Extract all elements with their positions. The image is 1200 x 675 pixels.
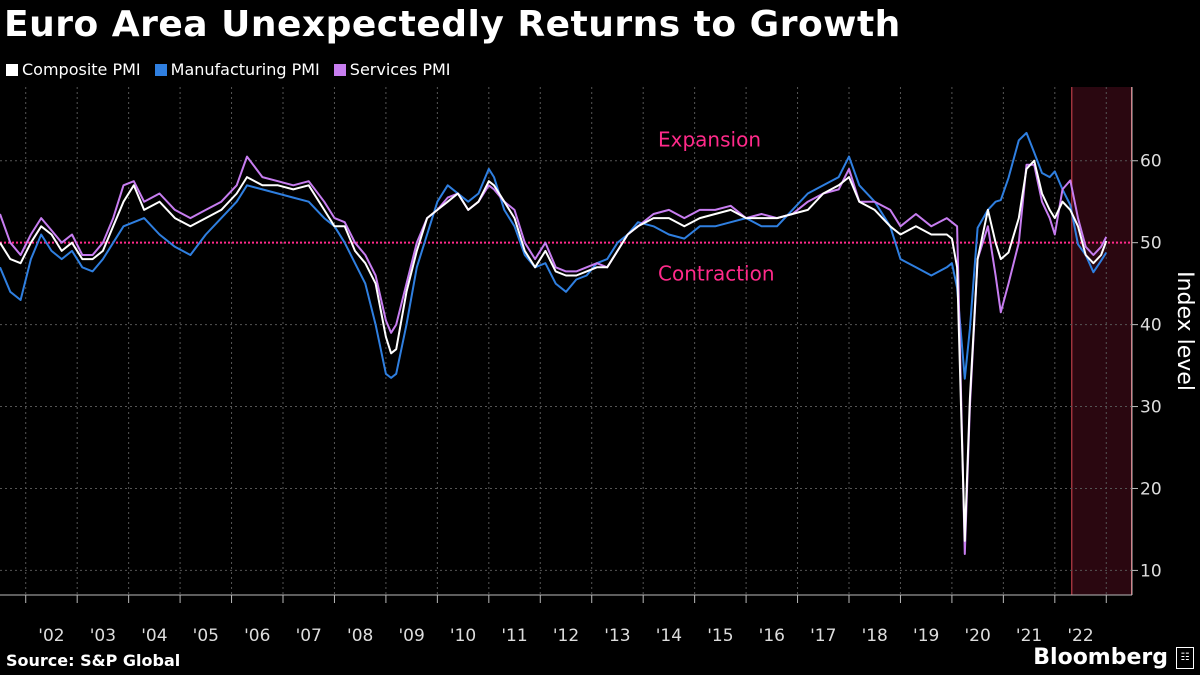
x-tick-label-2005: '05 — [193, 626, 219, 646]
legend-swatch-services — [333, 63, 346, 76]
x-tick-label-2016: '16 — [759, 626, 785, 646]
x-tick-label-2004: '04 — [141, 626, 167, 646]
brand-name: Bloomberg — [1033, 645, 1168, 670]
legend-swatch-manufacturing — [154, 63, 167, 76]
y-tick-label-30: 30 — [1140, 398, 1162, 418]
y-tick-label-10: 10 — [1140, 561, 1162, 581]
legend-item-manufacturing: Manufacturing PMI — [154, 60, 320, 79]
x-tick-label-2011: '11 — [501, 626, 527, 646]
x-tick-label-2002: '02 — [38, 626, 64, 646]
x-tick-label-2014: '14 — [656, 626, 682, 646]
x-tick-label-2010: '10 — [450, 626, 476, 646]
x-tick-label-2015: '15 — [707, 626, 733, 646]
series-services-line — [0, 155, 1108, 555]
source-note: Source: S&P Global — [6, 651, 181, 670]
legend-label-composite: Composite PMI — [22, 60, 141, 79]
legend-swatch-composite — [6, 63, 18, 76]
label-expansion: Expansion — [658, 128, 761, 152]
x-tick-label-2018: '18 — [862, 626, 888, 646]
x-tick-label-2006: '06 — [244, 626, 270, 646]
legend-label-manufacturing: Manufacturing PMI — [170, 60, 320, 79]
label-contraction: Contraction — [658, 262, 775, 286]
x-tick-label-2007: '07 — [296, 626, 322, 646]
x-tick-label-2020: '20 — [964, 626, 990, 646]
brand-logo: Bloomberg ☷ — [1033, 645, 1194, 670]
legend-label-services: Services PMI — [349, 60, 451, 79]
highlight-region — [1071, 87, 1132, 595]
chart-title: Euro Area Unexpectedly Returns to Growth — [4, 4, 901, 45]
legend: Composite PMI Manufacturing PMI Services… — [6, 60, 451, 79]
x-tick-label-2022: '22 — [1067, 626, 1093, 646]
y-axis-title: Index level — [1172, 271, 1197, 391]
series-manufacturing-line — [0, 131, 1108, 380]
legend-item-services: Services PMI — [333, 60, 451, 79]
x-tick-label-2008: '08 — [347, 626, 373, 646]
y-tick-label-20: 20 — [1140, 479, 1162, 499]
x-tick-label-2019: '19 — [913, 626, 939, 646]
x-tick-label-2021: '21 — [1016, 626, 1042, 646]
x-tick-label-2009: '09 — [398, 626, 424, 646]
y-tick-label-50: 50 — [1140, 234, 1162, 254]
y-tick-label-60: 60 — [1140, 152, 1162, 172]
x-tick-label-2003: '03 — [90, 626, 116, 646]
y-tick-label-40: 40 — [1140, 316, 1162, 336]
legend-item-composite: Composite PMI — [6, 60, 141, 79]
x-tick-label-2017: '17 — [810, 626, 836, 646]
x-tick-label-2012: '12 — [553, 626, 579, 646]
bloomberg-logo-icon: ☷ — [1176, 646, 1194, 669]
x-tick-label-2013: '13 — [604, 626, 630, 646]
series-composite-line — [0, 159, 1108, 542]
